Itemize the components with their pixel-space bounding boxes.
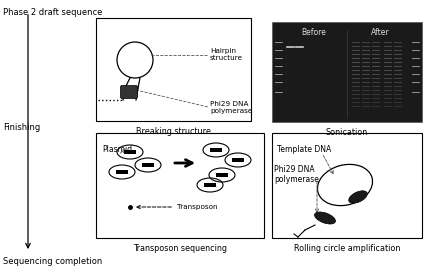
Text: Phi29 DNA
polymerase: Phi29 DNA polymerase: [209, 101, 252, 114]
Bar: [142, 163, 154, 167]
Bar: [124, 150, 135, 154]
Bar: [271, 22, 421, 122]
Ellipse shape: [348, 191, 366, 203]
Bar: [96, 18, 250, 121]
Text: Transposon sequencing: Transposon sequencing: [133, 244, 227, 253]
Bar: [204, 183, 215, 187]
Text: After: After: [370, 28, 388, 37]
Bar: [216, 173, 227, 177]
Text: Transposon: Transposon: [177, 204, 217, 210]
Text: Phi29 DNA
polymerase: Phi29 DNA polymerase: [273, 165, 318, 185]
FancyBboxPatch shape: [120, 86, 137, 98]
Text: Phase 2 draft sequence: Phase 2 draft sequence: [3, 8, 102, 17]
Bar: [116, 170, 128, 174]
Text: Rolling circle amplification: Rolling circle amplification: [293, 244, 399, 253]
Text: Breaking structure: Breaking structure: [136, 127, 210, 136]
Text: Before: Before: [301, 28, 326, 37]
Bar: [271, 133, 421, 238]
Bar: [96, 133, 264, 238]
Text: Template DNA: Template DNA: [276, 145, 331, 154]
Text: Sonication: Sonication: [325, 128, 367, 137]
Text: Sequencing completion: Sequencing completion: [3, 257, 102, 266]
Bar: [232, 158, 243, 162]
Ellipse shape: [314, 212, 335, 224]
Text: Finishing: Finishing: [3, 123, 40, 133]
Bar: [210, 148, 221, 152]
Text: Plasmid: Plasmid: [102, 145, 132, 154]
Text: Hairpin
structure: Hairpin structure: [209, 48, 243, 62]
